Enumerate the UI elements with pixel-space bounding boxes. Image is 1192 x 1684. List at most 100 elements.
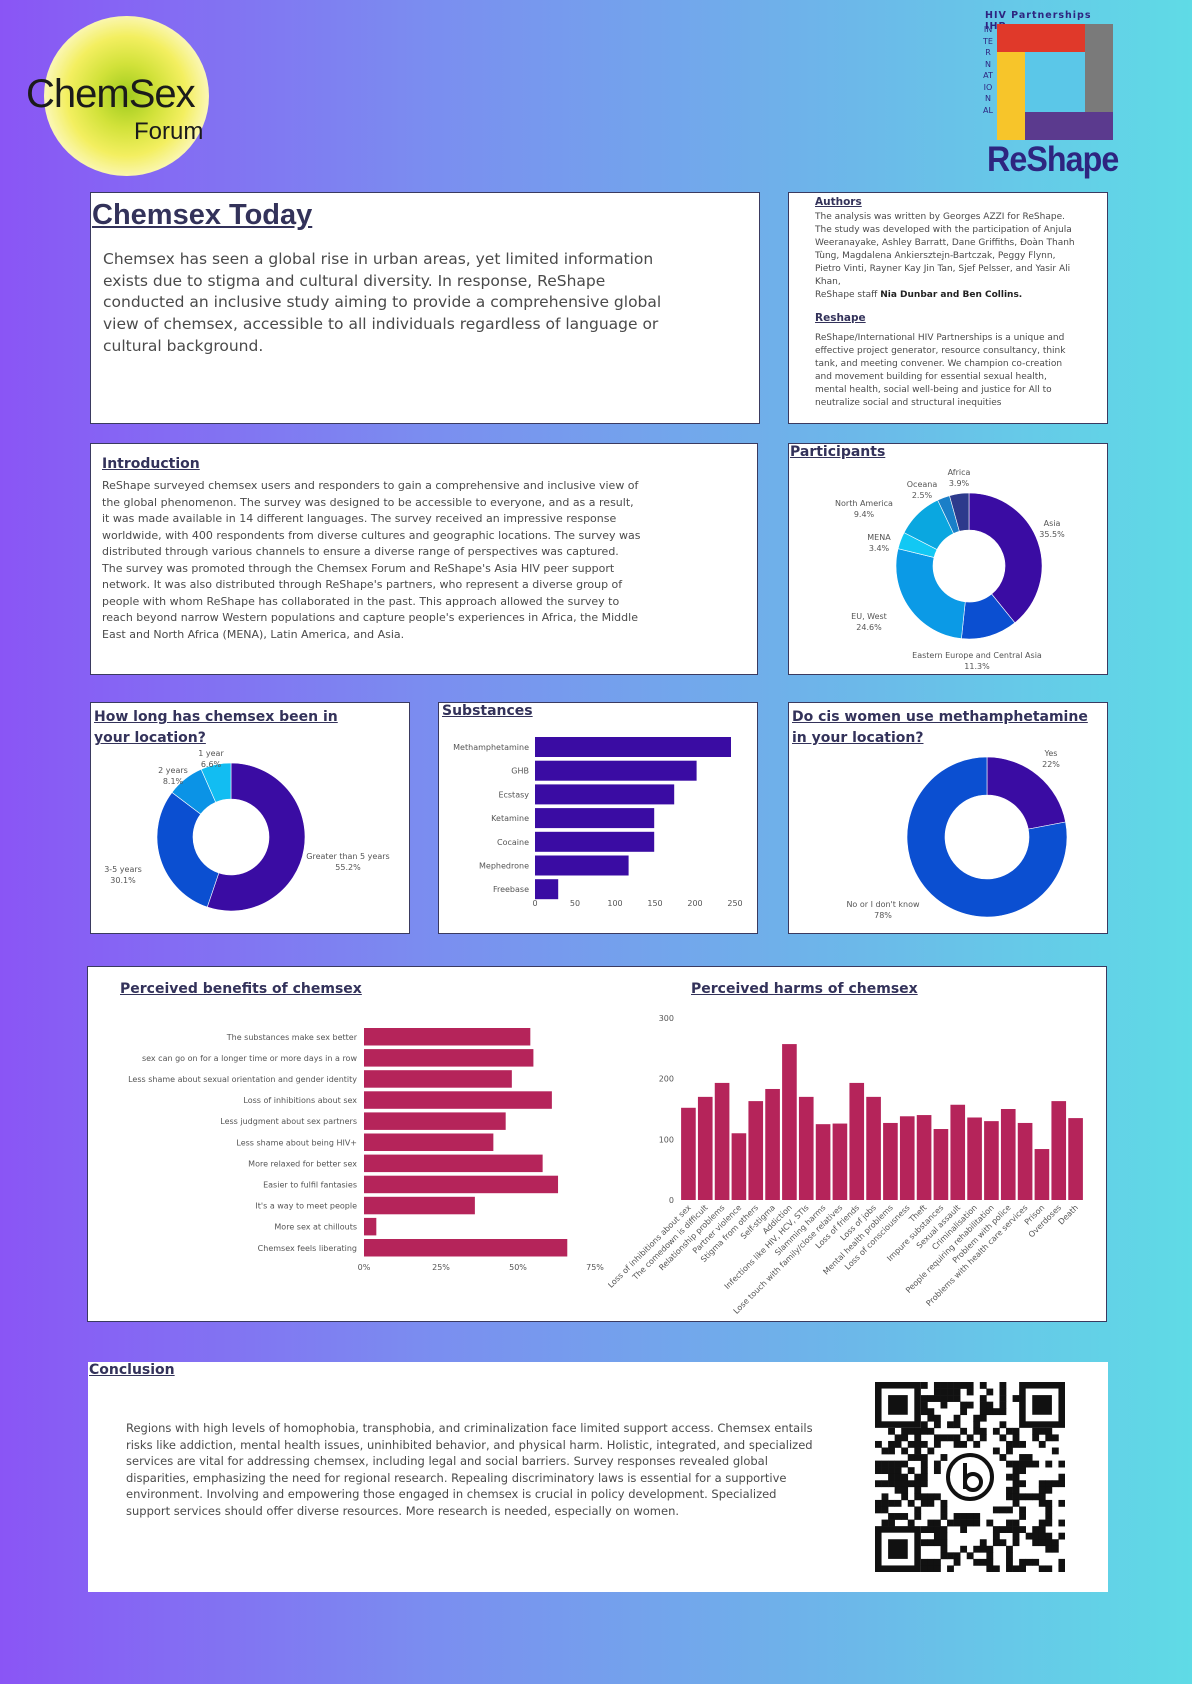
harms-bar-9 bbox=[832, 1123, 848, 1200]
benefits-xtick-2: 50% bbox=[509, 1263, 527, 1272]
benefits-category-0: The substances make sex better bbox=[226, 1033, 358, 1042]
harms-bar-10 bbox=[849, 1082, 865, 1200]
benefits-harms-panel: Perceived benefits of chemsex Perceived … bbox=[87, 966, 1107, 1322]
logo-square-red bbox=[997, 24, 1085, 52]
benefits-bar-6 bbox=[364, 1154, 543, 1173]
participants-slice-2 bbox=[895, 548, 966, 639]
harms-bar-23 bbox=[1068, 1118, 1083, 1200]
cis-women-chart: Yes 22% No or I don't know 78% bbox=[846, 749, 1068, 920]
how-long-chart: Greater than 5 years 55.2% 3-5 years 30.1% 2… bbox=[104, 749, 390, 912]
substances-bar-1 bbox=[535, 760, 697, 781]
logo-tagline: HIV Partnerships IHP bbox=[985, 10, 1092, 32]
howlong-slice-1 bbox=[156, 791, 220, 908]
benefits-category-9: More sex at chillouts bbox=[274, 1223, 357, 1232]
benefits-bar-8 bbox=[364, 1196, 475, 1215]
participants-slice-value-1: 11.3% bbox=[964, 662, 990, 671]
benefits-xtick-3: 75% bbox=[586, 1263, 604, 1272]
conclusion-heading: Conclusion bbox=[89, 1362, 175, 1378]
substances-bar-4 bbox=[535, 831, 655, 852]
qr-modules bbox=[875, 1382, 1065, 1572]
logo-name: ReShape bbox=[987, 140, 1119, 179]
benefits-bar-2 bbox=[364, 1070, 512, 1088]
introduction-panel: Introduction ReShape surveyed chemsex us… bbox=[90, 443, 758, 675]
harms-bar-2 bbox=[714, 1082, 730, 1200]
participants-slice-label-1: Eastern Europe and Central Asia bbox=[912, 651, 1042, 660]
benefits-bar-7 bbox=[364, 1175, 559, 1194]
benefits-xtick-0: 0% bbox=[358, 1263, 371, 1272]
substances-xtick-1: 50 bbox=[570, 899, 580, 908]
benefits-xtick-1: 25% bbox=[432, 1263, 450, 1272]
substances-category-4: Cocaine bbox=[497, 838, 529, 847]
harms-bar-0 bbox=[681, 1107, 696, 1200]
harms-ytick-2: 200 bbox=[659, 1075, 674, 1084]
logo-square-gray bbox=[1085, 24, 1113, 112]
harms-ytick-1: 100 bbox=[659, 1135, 674, 1144]
participants-slice-value-4: 9.4% bbox=[854, 510, 875, 519]
ciswomen-slice-label-0: Yes bbox=[1044, 749, 1058, 758]
ciswomen-slice-value-1: 78% bbox=[874, 911, 892, 920]
substances-xtick-2: 100 bbox=[607, 899, 622, 908]
harms-bar-21 bbox=[1034, 1149, 1050, 1200]
harms-bar-15 bbox=[933, 1129, 949, 1200]
authors-list: The analysis was written by Georges AZZI… bbox=[815, 212, 1075, 287]
authors-panel: Authors The analysis was written by Geor… bbox=[788, 192, 1108, 424]
qr-code[interactable] bbox=[875, 1382, 1065, 1572]
howlong-slice-label-3: 1 year bbox=[198, 749, 224, 758]
harms-bar-8 bbox=[815, 1124, 831, 1200]
benefits-bar-5 bbox=[364, 1133, 494, 1151]
harms-bar-11 bbox=[866, 1096, 881, 1200]
logo-square-purple bbox=[1025, 112, 1113, 140]
ciswomen-slice-label-1: No or I don't know bbox=[846, 900, 920, 909]
header-intro: Chemsex has seen a global rise in urban … bbox=[103, 250, 662, 355]
header-panel: Chemsex Today Chemsex has seen a global … bbox=[90, 192, 760, 424]
harms-bar-6 bbox=[782, 1044, 797, 1200]
benefits-category-1: sex can go on for a longer time or more … bbox=[142, 1054, 357, 1063]
substances-title: Substances bbox=[442, 703, 533, 719]
logo-line1: ChemSex bbox=[26, 72, 196, 116]
qr-finder-0 bbox=[875, 1382, 921, 1428]
howlong-slice-3 bbox=[200, 762, 232, 803]
participants-slice-label-4: North America bbox=[835, 499, 893, 508]
substances-category-3: Ketamine bbox=[491, 814, 529, 823]
benefits-title: Perceived benefits of chemsex bbox=[120, 981, 362, 997]
benefits-category-7: Easier to fulfil fantasies bbox=[263, 1180, 357, 1189]
howlong-slice-value-0: 55.2% bbox=[335, 863, 361, 872]
harms-bar-18 bbox=[984, 1121, 999, 1200]
substances-category-2: Ecstasy bbox=[498, 790, 529, 799]
substances-bar-5 bbox=[535, 855, 629, 876]
harms-title: Perceived harms of chemsex bbox=[691, 981, 918, 997]
substances-xtick-0: 0 bbox=[532, 899, 537, 908]
substances-xtick-3: 150 bbox=[647, 899, 662, 908]
substances-chart: Methamphetamine GHB Ecstasy Ketamine Cocaine… bbox=[453, 737, 743, 908]
how-long-panel: How long has chemsex been in your locati… bbox=[90, 702, 410, 934]
substances-category-0: Methamphetamine bbox=[453, 743, 529, 752]
participants-slice-label-2: EU, West bbox=[851, 612, 887, 621]
harms-bar-20 bbox=[1017, 1122, 1033, 1200]
participants-slice-value-0: 35.5% bbox=[1039, 530, 1065, 539]
introduction-heading: Introduction bbox=[102, 456, 200, 472]
participants-slice-label-5: Oceana bbox=[907, 480, 938, 489]
ciswomen-slice-1 bbox=[906, 756, 1068, 918]
logo-blob bbox=[44, 16, 209, 176]
participants-panel: Participants Asia 35.5% Eastern Europe and… bbox=[788, 443, 1108, 675]
logo-square-blue bbox=[1025, 52, 1085, 112]
howlong-slice-label-1: 3-5 years bbox=[104, 865, 142, 874]
harms-ytick-3: 300 bbox=[659, 1014, 674, 1023]
cis-women-panel: Do cis women use methamphetamine in your… bbox=[788, 702, 1108, 934]
substances-category-5: Mephedrone bbox=[479, 862, 529, 871]
reshape-logo: HIV Partnerships IHP INTERNATIONAL ReSha… bbox=[983, 6, 1119, 186]
benefits-bar-4 bbox=[364, 1112, 506, 1130]
participants-slice-label-3: MENA bbox=[867, 533, 891, 542]
substances-panel: Substances Methamphetamine GHB Ecstasy Keta… bbox=[438, 702, 758, 934]
benefits-bar-1 bbox=[364, 1049, 534, 1067]
harms-bar-22 bbox=[1051, 1101, 1067, 1200]
harms-bar-16 bbox=[950, 1104, 966, 1200]
substances-bar-0 bbox=[535, 737, 731, 757]
participants-slice-6 bbox=[949, 492, 970, 532]
howlong-slice-value-2: 8.1% bbox=[163, 777, 184, 786]
howlong-slice-value-3: 6.6% bbox=[201, 760, 222, 769]
authors-text: The analysis was written by Georges AZZI… bbox=[815, 211, 1077, 302]
benefits-bar-3 bbox=[364, 1091, 552, 1109]
qr-center-logo-icon bbox=[944, 1451, 996, 1503]
